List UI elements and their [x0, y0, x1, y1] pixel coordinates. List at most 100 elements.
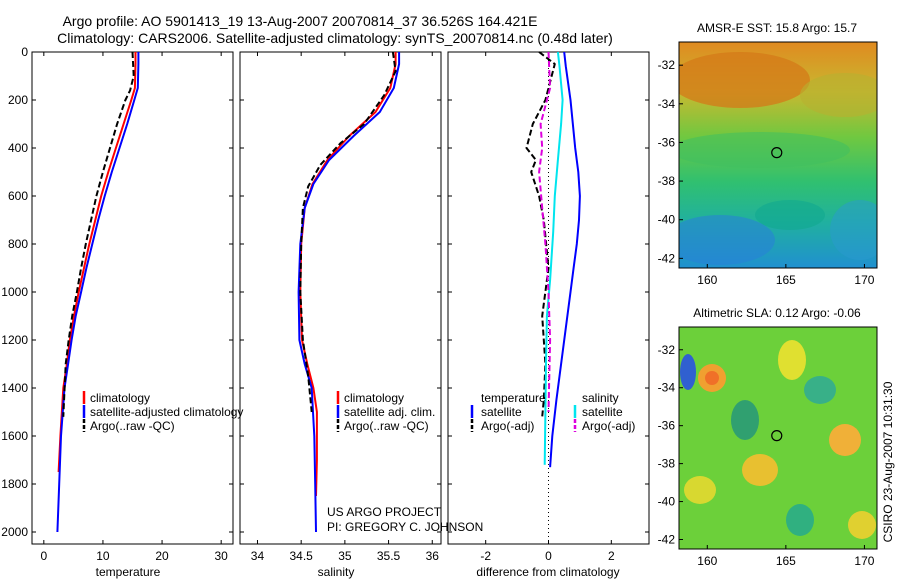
sla-high-patch: [778, 340, 806, 380]
map-x-tick-label: 160: [697, 273, 717, 287]
series-line-temperature-argo-adj: [525, 51, 556, 417]
temperature-axis-label: temperature: [96, 565, 161, 579]
legend-label-argo: Argo(..raw -QC): [344, 419, 429, 433]
sst-map-title: AMSR-E SST: 15.8 Argo: 15.7: [697, 21, 857, 35]
sst-cool-patch: [679, 215, 775, 265]
sst-teal-patch: [755, 200, 825, 230]
sla-low-patch: [731, 400, 759, 440]
sst-green-band: [679, 132, 850, 168]
temperature-plot: 0 10 20 30: [40, 51, 228, 563]
x-tick-label: 0: [545, 549, 552, 563]
depth-tick-label: 200: [8, 93, 28, 107]
legend-heading-salinity: salinity: [582, 391, 619, 405]
map-y-tick-label: -36: [658, 135, 676, 149]
depth-tick-label: 0: [21, 45, 28, 59]
legend-label-satellite: satellite adj. clim.: [344, 405, 435, 419]
figure-title-line2: Climatology: CARS2006. Satellite-adjuste…: [57, 30, 613, 46]
series-line-argo-raw-qc: [62, 51, 135, 417]
sst-cool-patch: [830, 200, 877, 260]
depth-tick-label: 600: [8, 189, 28, 203]
argo-float-marker: [771, 430, 783, 442]
sla-map: [679, 327, 877, 549]
legend-label-climatology: climatology: [344, 391, 404, 405]
map-y-tick-label: -32: [658, 58, 676, 72]
series-line-salinity-satellite: [543, 51, 564, 465]
salinity-plot: 34 34.5 35 35.5 36: [251, 51, 440, 563]
legend-label-satellite: satellite-adjusted climatology: [90, 405, 243, 419]
depth-tick-label: 800: [8, 237, 28, 251]
map-y-tick-label: -34: [658, 97, 676, 111]
sst-warm-patch: [800, 73, 877, 117]
sla-low-patch: [680, 354, 696, 390]
x-tick-label: 34: [251, 549, 265, 563]
sla-low-patch: [786, 504, 814, 536]
series-line-satellite-adjusted-climatology: [56, 52, 140, 533]
depth-axis: 0 200 400 600 800 1000 1200 1400 1600 1800 2000: [1, 45, 649, 539]
difference-axis-label: difference from climatology: [476, 565, 619, 579]
depth-tick-label: 400: [8, 141, 28, 155]
temperature-panel-frame: [31, 51, 234, 545]
x-tick-label: 35: [338, 549, 352, 563]
legend-label-climatology: climatology: [90, 391, 150, 405]
map-y-tick-label: -40: [658, 495, 676, 509]
legend-label-argo: Argo(..raw -QC): [90, 419, 175, 433]
sst-warm-patch: [679, 52, 810, 108]
map-y-tick-label: -36: [658, 419, 676, 433]
sla-map-frame: [678, 326, 878, 550]
legend-label-sal-satellite: satellite: [582, 405, 623, 419]
map-y-tick-label: -38: [658, 174, 676, 188]
argo-float-marker: [771, 147, 783, 159]
legend-heading-temperature: temperature: [481, 391, 546, 405]
temperature-legend: climatology satellite-adjusted climatolo…: [82, 391, 243, 433]
x-tick-label: 20: [155, 549, 169, 563]
sla-high-patch: [705, 371, 719, 385]
sla-map-title: Altimetric SLA: 0.12 Argo: -0.06: [693, 306, 861, 320]
map-y-tick-label: -32: [658, 343, 676, 357]
sst-map-frame: [678, 41, 878, 269]
x-tick-label: 30: [214, 549, 228, 563]
x-tick-label: 35.5: [377, 549, 401, 563]
map-x-tick-label: 165: [776, 273, 796, 287]
map-y-tick-label: -42: [658, 251, 676, 265]
map-y-tick-label: -38: [658, 457, 676, 471]
x-tick-label: 34.5: [289, 549, 313, 563]
depth-tick-label: 1600: [1, 429, 28, 443]
map-x-tick-label: 170: [854, 273, 874, 287]
salinity-axis-label: salinity: [318, 565, 355, 579]
map-y-tick-label: -42: [658, 533, 676, 547]
map-x-tick-label: 170: [854, 554, 874, 568]
map-x-tick-label: 165: [776, 554, 796, 568]
series-line-salinity-argo-adj: [538, 51, 552, 413]
sla-map-axes: 160 165 170 -32 -34 -36 -38 -40 -42: [658, 343, 875, 568]
depth-tick-label: 1000: [1, 285, 28, 299]
x-tick-label: 36: [426, 549, 440, 563]
map-y-tick-label: -40: [658, 213, 676, 227]
sst-map-axes: 160 165 170 -32 -34 -36 -38 -40 -42: [658, 58, 875, 287]
depth-tick-label: 1400: [1, 381, 28, 395]
sla-high-patch: [848, 511, 876, 539]
sla-high-patch: [684, 476, 716, 504]
x-tick-label: 10: [96, 549, 110, 563]
x-tick-label: 2: [608, 549, 615, 563]
legend-label-temp-satellite: satellite: [481, 405, 522, 419]
x-tick-label: -2: [480, 549, 491, 563]
sst-map: [679, 42, 877, 268]
difference-legend: temperature satellite Argo(-adj) salinit…: [470, 391, 635, 433]
depth-tick-label: 2000: [1, 525, 28, 539]
x-tick-label: 0: [40, 549, 47, 563]
project-name: US ARGO PROJECT: [327, 505, 442, 519]
map-x-tick-label: 160: [697, 554, 717, 568]
map-y-tick-label: -34: [658, 381, 676, 395]
depth-tick-label: 1200: [1, 333, 28, 347]
salinity-legend: climatology satellite adj. clim. Argo(..…: [336, 391, 435, 433]
legend-label-sal-argo: Argo(-adj): [582, 419, 635, 433]
legend-label-temp-argo: Argo(-adj): [481, 419, 534, 433]
depth-tick-label: 1800: [1, 477, 28, 491]
series-line-satellite-adj-clim: [297, 52, 401, 533]
series-line-temperature-satellite: [549, 51, 581, 468]
series-line-argo-raw-qc: [299, 51, 397, 413]
figure-title-line1: Argo profile: AO 5901413_19 13-Aug-2007 …: [63, 13, 538, 29]
sla-high-patch: [829, 424, 861, 456]
sla-low-patch: [804, 376, 836, 404]
